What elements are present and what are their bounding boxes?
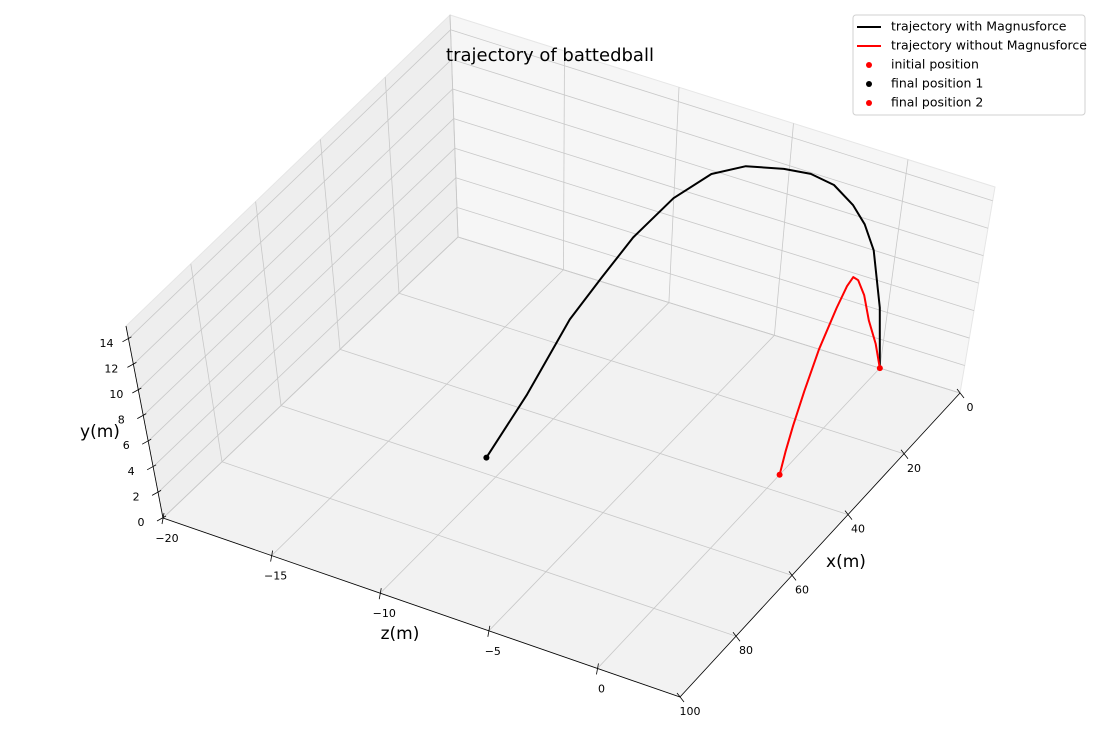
grid-line xyxy=(190,263,223,462)
grid-line xyxy=(563,51,565,270)
point xyxy=(776,471,783,478)
axes: 0 20 40 60 80 100 −20 −15 −10 −5 0 0 2 4 6 8 10 12 14 xyxy=(99,325,974,718)
grid-line xyxy=(773,123,794,336)
grid-line xyxy=(255,201,282,406)
y-tick-label: 8 xyxy=(118,414,125,427)
grid-line xyxy=(384,77,400,294)
grid-line xyxy=(449,14,459,238)
point xyxy=(876,365,883,372)
z-axis-line xyxy=(162,517,681,698)
grid-line xyxy=(668,87,680,303)
x-axis-label: x(m) xyxy=(826,552,866,572)
y-tick-label: 6 xyxy=(123,439,130,452)
y-tick-label: 0 xyxy=(138,516,145,529)
grid-line xyxy=(457,236,961,394)
legend-label: final position 2 xyxy=(891,95,983,110)
z-tick-label: 0 xyxy=(598,682,605,695)
grid-line xyxy=(379,302,670,594)
tick-mark xyxy=(732,631,741,642)
tick-mark xyxy=(378,588,382,600)
panes xyxy=(125,13,996,698)
legend-label: trajectory without Magnusforce xyxy=(891,38,1087,53)
y-tick-label: 2 xyxy=(133,490,140,503)
z-tick-label: −10 xyxy=(373,607,396,620)
tick-mark xyxy=(151,490,162,496)
grid-line xyxy=(597,367,881,669)
tick-mark xyxy=(137,413,147,419)
grid-line xyxy=(451,59,989,229)
grid-line xyxy=(488,335,775,632)
point xyxy=(483,454,490,461)
y-tick-label: 10 xyxy=(109,388,123,401)
legend-swatch xyxy=(866,62,872,68)
x-tick-label: 40 xyxy=(851,523,865,536)
x-tick-label: 60 xyxy=(795,583,809,596)
tick-mark xyxy=(788,571,797,581)
z-tick-label: −15 xyxy=(264,570,287,583)
legend: trajectory with Magnusforce trajectory wi… xyxy=(852,14,1087,116)
grid-line xyxy=(879,159,909,369)
tick-mark xyxy=(142,438,152,445)
tick-mark xyxy=(132,387,142,394)
grid-line xyxy=(455,177,970,339)
grid-line xyxy=(320,139,341,350)
grid xyxy=(125,14,993,698)
legend-swatch xyxy=(866,100,872,106)
grid-line xyxy=(454,147,975,311)
tick-mark xyxy=(487,625,491,637)
legend-swatch xyxy=(866,81,872,87)
legend-label: final position 1 xyxy=(891,76,983,91)
grid-line xyxy=(152,177,457,468)
grid-line xyxy=(162,236,459,519)
x-tick-label: 0 xyxy=(967,401,974,414)
x-tick-label: 20 xyxy=(907,462,921,475)
x-tick-label: 80 xyxy=(739,644,753,657)
grid-line xyxy=(453,118,979,284)
grid-line xyxy=(271,269,564,556)
tick-mark xyxy=(122,336,132,343)
tick-mark xyxy=(146,464,157,471)
grid-line xyxy=(339,349,849,515)
tick-mark xyxy=(956,388,965,399)
tick-mark xyxy=(161,512,165,525)
x-tick-label: 100 xyxy=(680,705,701,718)
legend-label: initial position xyxy=(891,57,979,72)
legend-label: trajectory with Magnusforce xyxy=(891,19,1067,34)
grid-line xyxy=(142,118,455,416)
y-axis-label: y(m) xyxy=(80,422,120,442)
z-tick-label: −5 xyxy=(485,645,501,658)
tick-mark xyxy=(900,449,909,460)
z-axis-label: z(m) xyxy=(381,624,420,644)
grid-line xyxy=(138,88,453,391)
grid-line xyxy=(133,59,452,365)
grid-line xyxy=(147,147,456,442)
y-tick-label: 4 xyxy=(128,465,135,478)
y-axis-line xyxy=(125,325,164,519)
x-axis-line xyxy=(679,392,961,698)
tick-mark xyxy=(156,515,167,522)
tick-mark xyxy=(127,362,137,368)
y-tick-label: 14 xyxy=(99,337,113,350)
tick-mark xyxy=(844,510,853,520)
legend-box xyxy=(852,14,1086,116)
trajectory-line xyxy=(485,165,881,459)
grid-line xyxy=(221,461,737,637)
grid-line xyxy=(398,292,905,455)
chart-title: trajectory of battedball xyxy=(446,45,654,66)
grid-line xyxy=(128,29,451,340)
z-tick-label: −20 xyxy=(155,532,178,545)
y-tick-label: 12 xyxy=(104,362,118,375)
tick-mark xyxy=(676,692,685,703)
grid-line xyxy=(280,405,793,576)
grid-line xyxy=(450,29,993,202)
tick-mark xyxy=(270,550,274,562)
grid-line xyxy=(157,207,458,493)
marks xyxy=(483,165,883,478)
tick-mark xyxy=(596,663,599,675)
trajectory-line xyxy=(778,276,881,475)
